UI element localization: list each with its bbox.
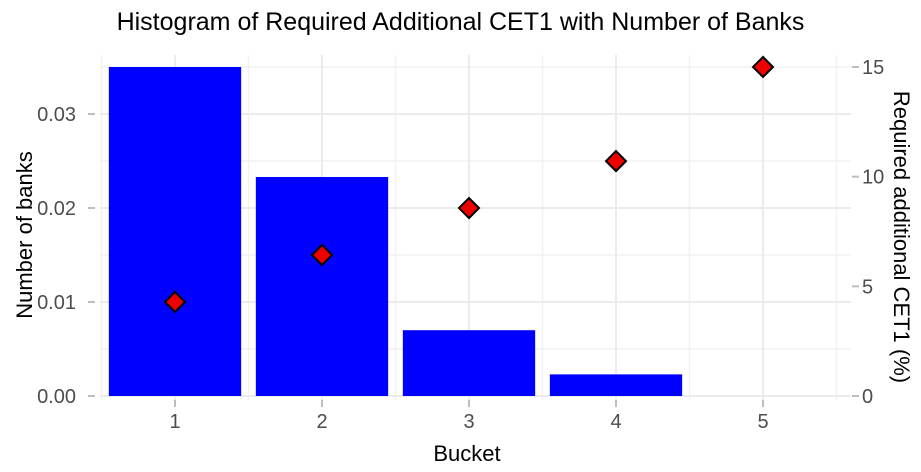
cet1-point [310,243,334,267]
cet1-point [457,196,481,220]
x-tick-label: 3 [463,411,474,433]
left-axis-title: Number of banks [12,151,37,319]
histogram-bar [108,67,242,396]
x-tick-label: 1 [169,411,180,433]
chart-title: Histogram of Required Additional CET1 wi… [116,8,805,36]
y-right-tick-label: 10 [862,167,884,189]
histogram-bar [402,330,536,396]
y-left-tick-label: 0.02 [37,198,76,220]
y-right-tick-label: 0 [862,386,873,408]
y-left-tick-label: 0.01 [37,292,76,314]
x-tick-label: 2 [316,411,327,433]
x-tick-label: 5 [757,411,768,433]
histogram-bar [549,374,683,396]
y-right-tick-label: 15 [862,57,884,79]
y-right-tick-label: 5 [862,276,873,298]
cet1-point [751,55,775,79]
cet1-point [604,149,628,173]
x-axis-title: Bucket [433,441,501,466]
histogram-bar [255,176,389,396]
cet1-point [163,290,187,314]
right-axis-title: Required additional CET1 (%) [889,90,914,384]
y-left-tick-label: 0.03 [37,104,76,126]
y-left-tick-label: 0.00 [37,386,76,408]
x-tick-label: 4 [610,411,621,433]
